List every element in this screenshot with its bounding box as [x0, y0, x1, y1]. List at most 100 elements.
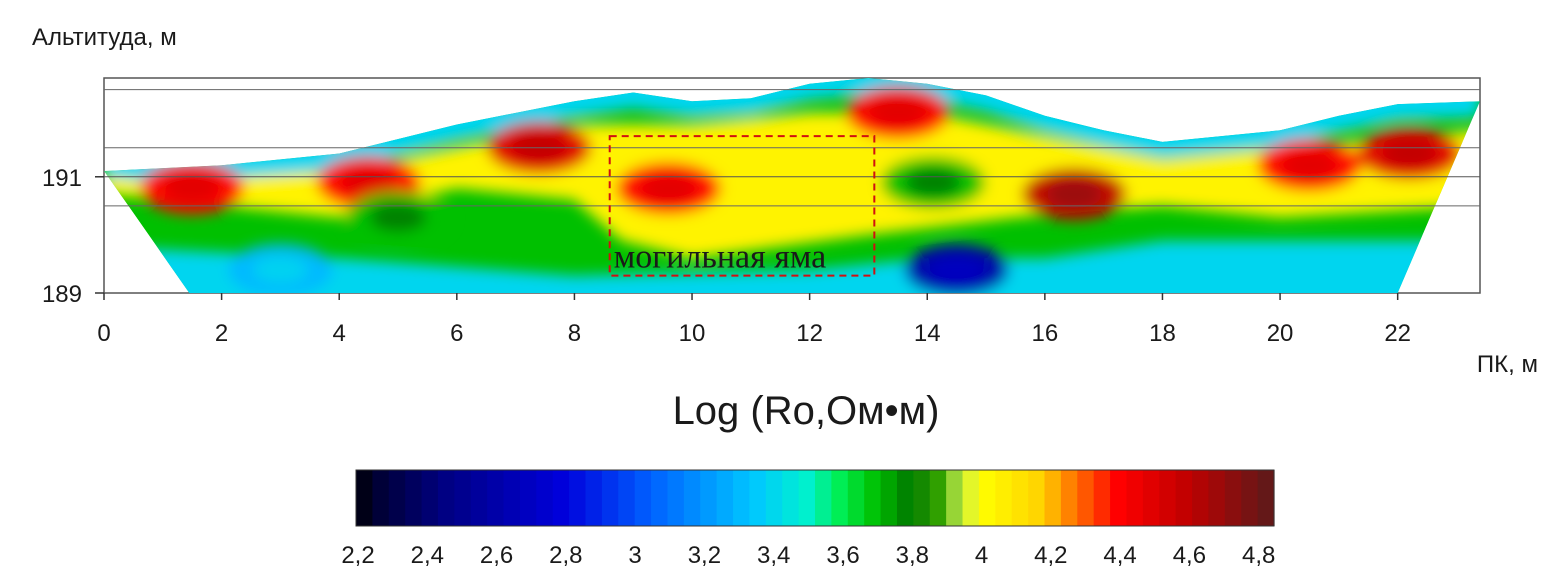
colorbar-swatch — [1028, 470, 1046, 526]
deep-layer — [104, 240, 1480, 293]
anomaly-core — [252, 255, 309, 284]
anomaly-core — [869, 98, 926, 127]
colorbar-swatch — [1175, 470, 1193, 526]
y-axis: 189 191 — [42, 165, 104, 308]
colorbar-tick-label: 2,8 — [549, 542, 582, 569]
colorbar-tick-label: 4,6 — [1173, 542, 1206, 569]
colorbar-swatch — [1257, 470, 1275, 526]
colorbar-swatch — [749, 470, 767, 526]
colorbar-swatch — [700, 470, 718, 526]
colorbar-swatch — [765, 470, 783, 526]
colorbar-swatch — [733, 470, 751, 526]
colorbar-swatch — [782, 470, 800, 526]
colorbar-swatch — [601, 470, 619, 526]
colorbar-swatch — [552, 470, 570, 526]
x-tick-label: 16 — [1032, 320, 1059, 347]
colorbar-swatch — [651, 470, 669, 526]
colorbar-swatch — [995, 470, 1013, 526]
x-tick-label: 14 — [914, 320, 941, 347]
colorbar-swatch — [569, 470, 587, 526]
colorbar-swatch — [1060, 470, 1078, 526]
colorbar-swatch — [1110, 470, 1128, 526]
x-tick-label: 6 — [450, 320, 463, 347]
colorbar-tick-label: 4 — [975, 542, 988, 569]
colorbar-swatch — [437, 470, 455, 526]
y-tick-label: 189 — [42, 281, 82, 308]
anomaly-core — [928, 255, 985, 284]
colorbar-swatch — [405, 470, 423, 526]
colorbar-swatch — [487, 470, 505, 526]
colorbar-swatch — [1192, 470, 1210, 526]
colorbar-swatch — [454, 470, 472, 526]
colorbar-tick-label: 3 — [628, 542, 641, 569]
anomaly-core — [164, 174, 221, 203]
colorbar-swatch — [372, 470, 390, 526]
colorbar-tick-label: 3,6 — [826, 542, 859, 569]
colorbar-swatch — [1077, 470, 1095, 526]
colorbar-swatch — [864, 470, 882, 526]
x-tick-label: 4 — [333, 320, 346, 347]
x-tick-label: 12 — [796, 320, 823, 347]
colorbar-swatch — [1159, 470, 1177, 526]
anomaly-core — [1046, 180, 1103, 209]
colorbar-tick-labels: 2,2 2,4 2,6 2,8 3 3,2 3,4 3,6 3,8 4 4,2 4,4 4,6 4,8 — [341, 542, 1275, 569]
colorbar-tick-label: 2,4 — [411, 542, 444, 569]
grid-lines — [104, 89, 1480, 207]
colorbar-swatch — [618, 470, 636, 526]
anomaly-core — [340, 168, 397, 197]
colorbar-tick-label: 4,4 — [1103, 542, 1136, 569]
x-tick-label: 20 — [1267, 320, 1294, 347]
x-tick-label: 22 — [1384, 320, 1411, 347]
colorbar-tick-label: 2,6 — [480, 542, 513, 569]
colorbar-swatch — [1241, 470, 1259, 526]
x-tick-label: 10 — [679, 320, 706, 347]
yellow-layer — [104, 112, 1480, 259]
colorbar-swatch — [388, 470, 406, 526]
colorbar-swatch — [913, 470, 931, 526]
x-axis-title: ПК, м — [1477, 351, 1538, 378]
colorbar-swatch — [815, 470, 832, 526]
colorbar-swatch — [1044, 470, 1062, 526]
anomaly-core — [370, 203, 427, 232]
colorbar-swatch — [929, 470, 947, 526]
colorbar-tick-label: 3,2 — [688, 542, 721, 569]
colorbar-tick-label: 3,8 — [896, 542, 929, 569]
x-tick-label: 2 — [215, 320, 228, 347]
section-fill — [104, 78, 1480, 293]
x-tick-label: 18 — [1149, 320, 1176, 347]
grave-pit-outline — [608, 135, 876, 277]
colorbar-swatch — [634, 470, 652, 526]
colorbar-swatch — [1126, 470, 1144, 526]
colorbar-tick-label: 2,2 — [341, 542, 374, 569]
colorbar-swatch — [1011, 470, 1029, 526]
anomaly-core — [1281, 151, 1338, 180]
colorbar-swatch — [798, 470, 816, 526]
x-tick-label: 0 — [97, 320, 110, 347]
colorbar-swatch — [1142, 470, 1160, 526]
grave-pit-annotation: могильная яма — [608, 135, 876, 277]
colorbar-swatch — [831, 470, 849, 526]
colorbar-swatch — [978, 470, 996, 526]
colorbar — [355, 469, 1275, 527]
grave-pit-label: могильная яма — [614, 239, 827, 276]
anomaly-core — [905, 168, 962, 197]
colorbar-swatch — [585, 470, 603, 526]
colorbar-swatch — [896, 470, 914, 526]
colorbar-swatch — [683, 470, 701, 526]
colorbar-swatch — [847, 470, 865, 526]
colorbar-swatch — [470, 470, 488, 526]
colorbar-swatch — [667, 470, 685, 526]
colorbar-swatch — [946, 470, 964, 526]
colorbar-swatch — [356, 470, 373, 526]
colorbar-tick-label: 4,2 — [1034, 542, 1067, 569]
colorbar-swatch — [536, 470, 554, 526]
colorbar-swatch — [716, 470, 734, 526]
y-tick-label: 191 — [42, 165, 82, 192]
colorbar-title: Log (Ro,Ом•м) — [673, 389, 940, 433]
colorbar-swatch — [1224, 470, 1242, 526]
colorbar-swatch — [880, 470, 898, 526]
x-axis: 0 2 4 6 8 10 12 14 16 18 20 22 — [97, 293, 1411, 347]
colorbar-tick-label: 4,8 — [1242, 542, 1275, 569]
colorbar-swatch — [519, 470, 537, 526]
